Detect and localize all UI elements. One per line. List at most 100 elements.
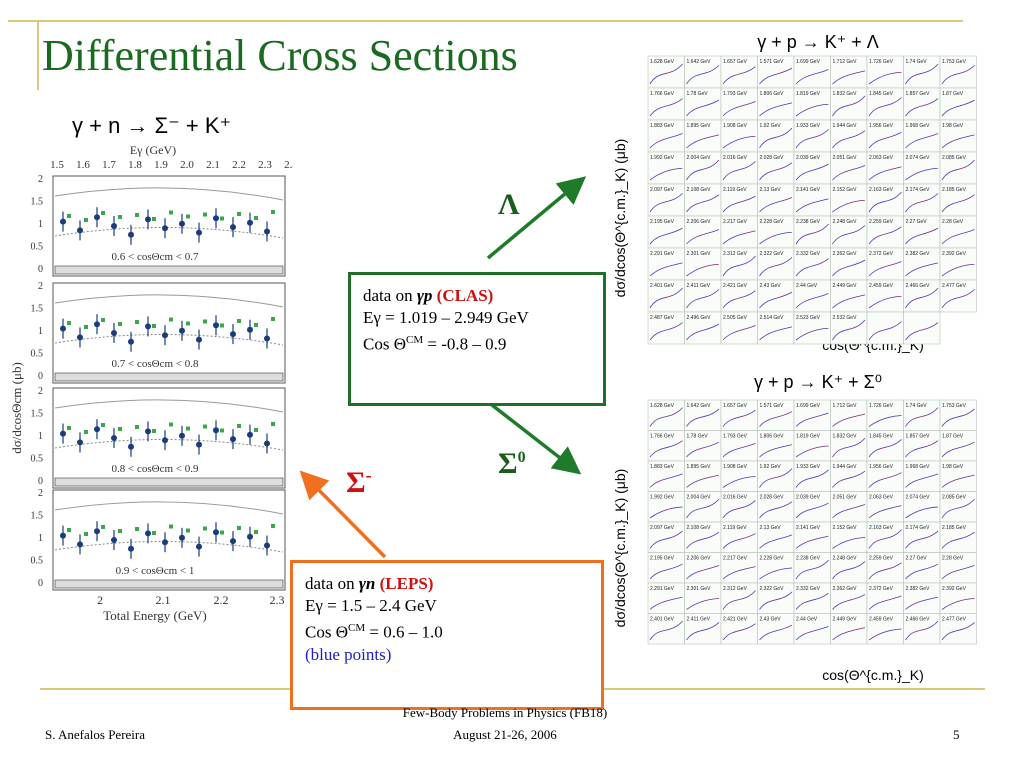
cell-energy-label: 2.532 GeV — [833, 315, 858, 321]
cell-energy-label: 1.956 GeV — [869, 464, 894, 470]
model-curve — [832, 294, 866, 309]
cell-energy-label: 1.78 GeV — [687, 91, 709, 97]
green-point — [135, 527, 139, 531]
blue-point — [230, 331, 236, 338]
model-curve — [832, 504, 866, 519]
model-curve — [759, 534, 793, 549]
model-curve — [868, 191, 902, 213]
cell-energy-label: 2.372 GeV — [869, 586, 894, 592]
blue-point — [179, 432, 185, 439]
grid-cell — [684, 430, 722, 462]
blue-point — [111, 330, 117, 336]
cell-energy-label: 2.362 GeV — [833, 586, 858, 592]
cell-energy-label: 2.44 GeV — [796, 283, 818, 289]
blue-point — [196, 543, 202, 550]
leps-plot: Eγ (GeV) 1.51.61.71.81.92.02.12.22.32.4 … — [5, 138, 293, 628]
model-curve — [795, 412, 829, 427]
green-point — [203, 319, 207, 324]
blue-point — [247, 326, 253, 333]
top-tick-label: 2.1 — [206, 159, 220, 171]
green-point — [186, 214, 190, 219]
model-curve — [941, 263, 975, 277]
grid-cell — [830, 247, 868, 281]
model-curve — [649, 98, 683, 117]
green-point — [118, 322, 122, 326]
cell-energy-label: 2.466 GeV — [906, 283, 931, 289]
cell-energy-label: 2.141 GeV — [796, 525, 821, 531]
green-point — [67, 528, 71, 532]
blue-point — [230, 224, 236, 231]
model-curve — [686, 134, 720, 149]
model-curve — [868, 472, 902, 488]
fit-curve — [832, 470, 866, 488]
cell-energy-label: 2.085 GeV — [942, 495, 967, 501]
clas-lambda-grid: γ + p → K⁺ + Λ dσ/dcos(Θ^{c.m.}_K) (μb) … — [603, 28, 1020, 358]
blue-point — [247, 533, 253, 540]
grid-cell — [647, 552, 685, 584]
cell-energy-label: 1.628 GeV — [650, 403, 675, 409]
sigma-grid-cells: 1.628 GeV 1.642 GeV 1.657 GeV 1.571 GeV 1.69… — [647, 399, 977, 645]
model-curve — [832, 537, 866, 549]
reaction-left: γ + n → Σ⁻ + K⁺ — [72, 113, 232, 138]
cell-energy-label: 2.119 GeV — [723, 187, 747, 193]
grid-cell — [757, 582, 795, 614]
model-curve — [759, 567, 793, 580]
cell-energy-label: 2.174 GeV — [906, 525, 931, 531]
model-curve — [941, 441, 975, 458]
model-curve — [722, 290, 756, 309]
cell-energy-label: 2.523 GeV — [796, 315, 821, 321]
y-tick-label: 0 — [38, 578, 43, 589]
model-curve — [722, 325, 756, 341]
top-tick-label: 1.8 — [128, 159, 142, 171]
model-curve — [941, 289, 975, 309]
blue-point — [60, 325, 66, 332]
fit-curve — [905, 227, 939, 245]
blue-point — [213, 529, 219, 536]
systematic-band — [54, 477, 284, 487]
y-tick-label: 1.5 — [31, 409, 44, 420]
grid-cell — [720, 119, 758, 153]
top-tick-label: 2.3 — [258, 159, 272, 171]
cell-energy-label: 1.944 GeV — [833, 123, 858, 129]
y-tick-label: 0.5 — [31, 556, 44, 567]
model-curve — [905, 322, 939, 341]
cell-energy-label: 2.206 GeV — [687, 219, 712, 225]
blue-point — [264, 542, 270, 549]
left-rule — [37, 20, 39, 90]
model-curve — [722, 566, 756, 580]
model-curve — [759, 162, 793, 181]
model-curve — [795, 293, 829, 309]
systematic-band — [54, 265, 284, 275]
blue-point — [162, 539, 168, 546]
cell-energy-label: 2.382 GeV — [906, 586, 931, 592]
model-curve — [649, 133, 683, 149]
left-panel-frame — [52, 175, 286, 277]
cell-energy-label: 2.411 GeV — [687, 617, 711, 623]
cell-energy-label: 2.487 GeV — [650, 315, 675, 321]
arrow-to-sigma0 — [481, 396, 582, 475]
blue-point — [60, 218, 66, 225]
grid-cell — [939, 430, 977, 462]
grid-cell — [866, 399, 904, 431]
lambda-grid-ylabel: dσ/dcos(Θ^{c.m.}_K) (μb) — [612, 139, 628, 298]
cell-energy-label: 2.401 GeV — [650, 283, 675, 289]
cell-energy-label: 1.832 GeV — [833, 91, 858, 97]
blue-point — [128, 443, 134, 450]
y-tick-label: 0.5 — [31, 242, 44, 253]
theory-curve-dotted — [54, 227, 284, 239]
green-point — [169, 210, 173, 215]
cell-energy-label: 1.766 GeV — [650, 91, 675, 97]
cell-energy-label: 2.248 GeV — [833, 219, 858, 225]
model-curve — [686, 263, 720, 277]
cell-energy-label: 2.039 GeV — [796, 155, 821, 161]
grid-cell — [866, 582, 904, 614]
cell-energy-label: 1.793 GeV — [723, 434, 748, 440]
blue-point — [213, 215, 219, 222]
fit-curve — [649, 440, 683, 458]
y-tick-label: 1 — [38, 431, 43, 442]
grid-cell — [647, 87, 685, 121]
bottom-tick-label: 2.3 — [270, 593, 285, 607]
cell-energy-label: 1.845 GeV — [869, 434, 894, 440]
green-point — [118, 427, 122, 431]
grid-cell — [647, 183, 685, 217]
